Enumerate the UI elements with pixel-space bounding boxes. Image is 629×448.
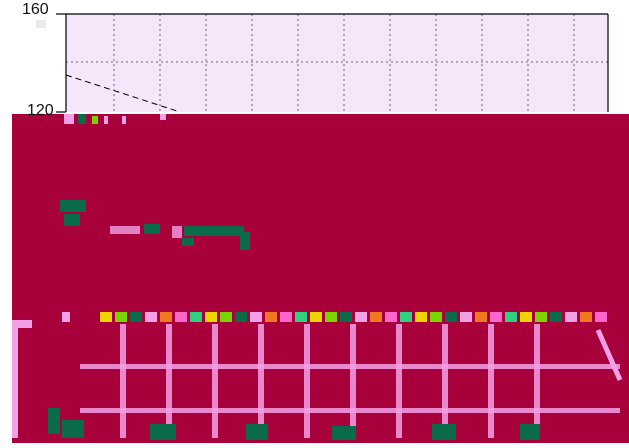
y-tick-label-120: 120	[27, 102, 54, 119]
glitch-strip-segment	[490, 312, 502, 322]
glitch-strip-segment	[115, 312, 127, 322]
glitch-strip-segment	[340, 312, 352, 322]
glitch-block	[172, 226, 182, 238]
glitch-block	[12, 320, 32, 328]
glitch-strip-segment	[205, 312, 217, 322]
glitch-block	[184, 226, 244, 236]
glitch-grid-column	[258, 324, 264, 438]
glitch-grid-column	[166, 324, 172, 438]
glitch-block	[60, 200, 86, 212]
glitch-strip-segment	[565, 312, 577, 322]
glitch-strip-segment	[355, 312, 367, 322]
glitch-block	[92, 116, 98, 124]
glitch-strip-segment	[280, 312, 292, 322]
glitch-block	[332, 426, 356, 440]
glitch-block	[64, 114, 74, 124]
plot-background	[66, 14, 608, 112]
glitch-strip-segment	[460, 312, 472, 322]
glitch-strip-segment	[415, 312, 427, 322]
plot-area	[36, 13, 609, 113]
glitch-block	[160, 114, 166, 120]
glitch-grid-column	[396, 324, 402, 438]
glitch-block	[182, 238, 194, 246]
glitch-strip-segment	[220, 312, 232, 322]
glitch-strip-segment	[370, 312, 382, 322]
y-tick-label-160: 160	[22, 1, 49, 18]
glitch-grid-row	[80, 364, 620, 369]
glitch-block	[78, 114, 86, 124]
glitch-strip-segment	[175, 312, 187, 322]
glitch-grid-column	[488, 324, 494, 438]
glitch-grid-column	[534, 324, 540, 438]
glitch-grid-row	[80, 408, 620, 413]
glitch-strip-segment	[100, 312, 112, 322]
glitch-strip-segment	[580, 312, 592, 322]
glitch-block	[62, 420, 84, 438]
glitch-block	[62, 312, 70, 322]
glitch-strip-segment	[145, 312, 157, 322]
glitch-block	[144, 224, 160, 234]
glitch-grid-column	[350, 324, 356, 438]
glitch-grid-column	[12, 326, 18, 438]
speckle	[36, 20, 46, 28]
glitch-strip-segment	[505, 312, 517, 322]
glitch-strip-segment	[445, 312, 457, 322]
glitch-block	[64, 214, 80, 226]
glitch-strip-segment	[520, 312, 532, 322]
glitch-strip-segment	[385, 312, 397, 322]
glitch-strip-segment	[430, 312, 442, 322]
glitch-block	[122, 116, 126, 124]
glitch-grid-column	[442, 324, 448, 438]
corrupted-region	[12, 114, 629, 443]
glitch-block	[104, 116, 108, 124]
glitch-strip-segment	[190, 312, 202, 322]
glitch-strip-segment	[265, 312, 277, 322]
corruption-band	[12, 114, 629, 443]
glitch-strip-segment	[475, 312, 487, 322]
glitch-strip-segment	[535, 312, 547, 322]
glitch-block	[246, 424, 268, 440]
glitch-strip-segment	[325, 312, 337, 322]
glitch-grid-column	[120, 324, 126, 438]
glitch-strip-segment	[160, 312, 172, 322]
glitch-strip-segment	[295, 312, 307, 322]
glitch-grid-column	[304, 324, 310, 438]
glitch-grid-column	[212, 324, 218, 438]
glitch-strip-segment	[250, 312, 262, 322]
glitch-strip-segment	[310, 312, 322, 322]
glitch-block	[240, 232, 250, 250]
glitch-block	[110, 226, 140, 234]
glitch-strip-segment	[235, 312, 247, 322]
glitch-block	[432, 424, 456, 440]
glitch-block	[48, 408, 60, 434]
glitch-diagonal	[595, 328, 623, 382]
glitch-strip-segment	[130, 312, 142, 322]
glitch-strip-segment	[550, 312, 562, 322]
glitch-block	[520, 424, 540, 440]
glitch-strip-segment	[595, 312, 607, 322]
glitch-block	[150, 424, 176, 440]
glitch-strip-segment	[400, 312, 412, 322]
